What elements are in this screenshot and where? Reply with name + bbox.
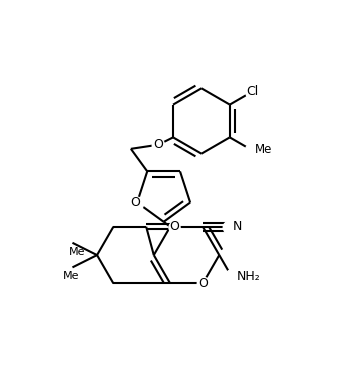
Text: O: O xyxy=(169,220,179,233)
Text: O: O xyxy=(198,277,208,290)
Text: NH₂: NH₂ xyxy=(237,270,260,283)
Text: Cl: Cl xyxy=(246,85,258,98)
Text: Me: Me xyxy=(63,271,79,281)
Text: N: N xyxy=(233,220,242,232)
Text: Me: Me xyxy=(255,143,273,156)
Text: O: O xyxy=(153,138,163,151)
Text: O: O xyxy=(131,196,140,209)
Text: Me: Me xyxy=(69,247,86,257)
